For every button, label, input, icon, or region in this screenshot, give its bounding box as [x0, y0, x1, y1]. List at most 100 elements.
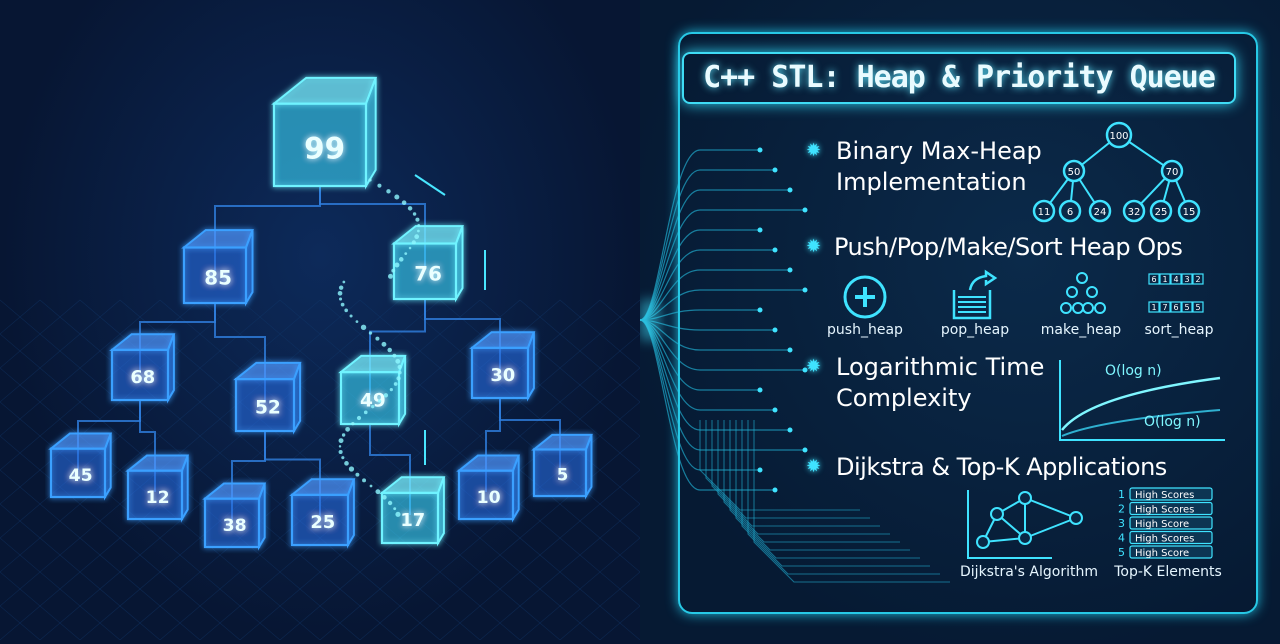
sparkle-particle: [339, 450, 343, 454]
plus-icon: [855, 287, 875, 307]
heap-node-value: 32: [1128, 207, 1141, 218]
cube-value: 10: [477, 488, 501, 508]
topk-rank: 1: [1118, 488, 1125, 501]
cube-top-face: [382, 477, 444, 493]
sparkle-particle: [388, 274, 393, 279]
heap-node-value: 25: [1155, 207, 1168, 218]
sort-cell-value: 2: [1195, 275, 1200, 284]
sparkle-particle: [356, 320, 359, 323]
graph-edge: [1025, 498, 1076, 518]
tree-icon: [1067, 287, 1077, 297]
sparkle-particle: [350, 314, 353, 317]
sort-cell-value: 6: [1173, 303, 1178, 312]
sparkle-particle: [402, 200, 407, 205]
sparkle-particle: [339, 297, 342, 300]
sparkle-particle: [339, 285, 343, 289]
sort-cell-value: 4: [1173, 275, 1178, 284]
sparkle-particle: [382, 342, 387, 347]
sort-cell-value: 7: [1162, 303, 1167, 312]
sparkle-particle: [394, 194, 399, 199]
sparkle-particle: [378, 399, 381, 402]
curve-label-lower: O(log n): [1144, 414, 1201, 430]
topk-item-text: High Scores: [1135, 534, 1194, 545]
cube-top-face: [128, 456, 188, 471]
graph-node: [977, 536, 989, 548]
sparkle-particle: [417, 224, 420, 227]
topk-item-text: High Score: [1135, 519, 1189, 530]
sparkle-particle: [344, 309, 348, 313]
topk-item-text: High Scores: [1135, 490, 1194, 501]
sparkle-particle: [338, 291, 343, 296]
sort-cell-value: 6: [1151, 275, 1156, 284]
sparkle-particle: [357, 416, 361, 420]
cube-node: 10: [459, 456, 519, 519]
tree-icon: [1061, 303, 1071, 313]
sparkle-particle: [355, 473, 359, 477]
cube-value: 99: [304, 131, 345, 165]
heap-node-value: 24: [1094, 207, 1107, 218]
cube-value: 30: [490, 365, 515, 386]
sparkle-particle: [392, 354, 396, 358]
sparkle-particle: [384, 393, 388, 397]
cube-top-face: [51, 434, 111, 449]
sparkle-particle: [377, 184, 381, 188]
sparkle-particle: [395, 512, 400, 517]
sparkle-particle: [341, 303, 345, 307]
cube-top-face: [112, 334, 174, 350]
graph-node: [1019, 492, 1031, 504]
sparkle-particle: [412, 240, 416, 244]
sparkle-particle: [339, 438, 344, 443]
sparkle-particle: [395, 263, 400, 268]
tree-icon: [1083, 303, 1093, 313]
cube-top-face: [274, 78, 376, 104]
sparkle-particle: [388, 501, 392, 505]
sparkle-particle: [370, 485, 373, 488]
sparkle-particle: [349, 466, 354, 471]
sparkle-particle: [396, 376, 400, 380]
sparkle-particle: [382, 495, 387, 500]
cube-top-face: [341, 356, 405, 372]
heap-node-value: 100: [1109, 131, 1128, 142]
sparkle-particle: [341, 456, 344, 459]
cube-value: 68: [130, 367, 155, 388]
sparkle-particle: [344, 461, 349, 466]
cube-node: 76: [394, 226, 463, 299]
cube-node: 85: [184, 230, 253, 303]
tree-icon: [1095, 303, 1105, 313]
cube-top-face: [236, 363, 300, 379]
sparkle-particle: [342, 281, 345, 284]
heap-node-value: 70: [1166, 167, 1179, 178]
sort-cell-value: 1: [1151, 303, 1156, 312]
sparkle-particle: [391, 269, 395, 273]
cube-value: 17: [400, 510, 425, 531]
cube-top-face: [534, 435, 591, 450]
sort-cell-value: 1: [1162, 275, 1167, 284]
sparkle-particle: [399, 257, 404, 262]
curve-label-upper: O(log n): [1105, 363, 1162, 379]
topk-rank: 4: [1118, 532, 1125, 545]
cube-top-face: [205, 484, 265, 499]
cube-node: 30: [472, 332, 534, 398]
tree-icon: [1087, 287, 1097, 297]
graph-edge: [1025, 518, 1076, 538]
heap-cube-illustration: 99 85 76 68 52 49 30 45 12 38 25 17 10 5: [0, 0, 640, 640]
sparkle-particle: [395, 359, 400, 364]
sparkle-particle: [361, 325, 366, 330]
sparkle-particle: [393, 507, 396, 510]
cube-node: 45: [51, 434, 111, 497]
sparkle-particle: [404, 252, 407, 255]
sparkle-particle: [369, 331, 372, 334]
tree-icon: [1073, 303, 1083, 313]
cube-node: 68: [112, 334, 174, 400]
heap-node-value: 6: [1067, 207, 1073, 218]
sparkle-particle: [398, 365, 402, 369]
topk-rank: 5: [1118, 546, 1125, 559]
cube-top-face: [292, 479, 354, 495]
tree-icon: [1077, 273, 1087, 283]
heap-node-value: 50: [1068, 167, 1081, 178]
sparkle-particle: [415, 218, 419, 222]
sort-cell-value: 5: [1195, 303, 1200, 312]
sparkle-particle: [414, 234, 419, 239]
curved-arrow-icon: [970, 272, 995, 290]
sparkle-particle: [398, 371, 401, 374]
